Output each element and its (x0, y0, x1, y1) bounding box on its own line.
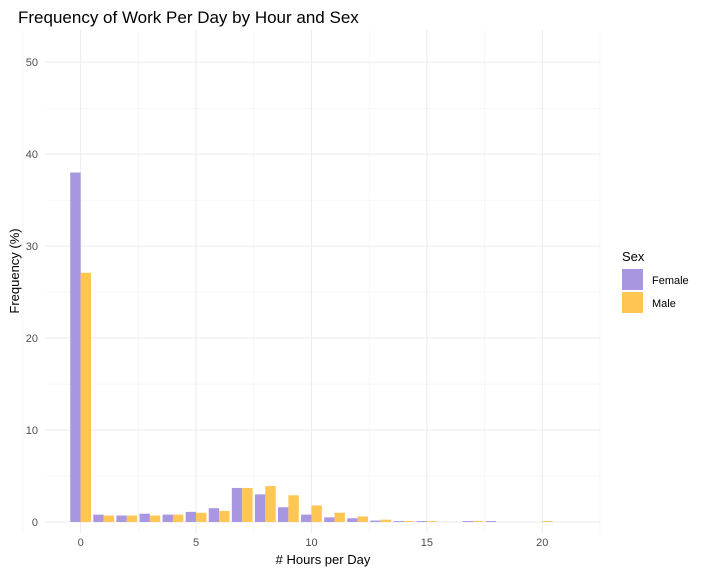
x-tick-label: 10 (305, 537, 317, 549)
bar-female-6 (208, 508, 220, 522)
bar-female-12 (347, 518, 358, 522)
y-axis-title: Frequency (%) (7, 228, 22, 313)
bar-male-15 (426, 521, 438, 522)
bar-male-4 (172, 514, 184, 522)
x-axis-title: # Hours per Day (276, 552, 371, 567)
x-tick-label: 0 (78, 537, 84, 549)
bar-female-18 (485, 521, 497, 522)
y-tick-label: 10 (26, 425, 38, 437)
x-tick-label: 20 (536, 537, 548, 549)
bar-male-13 (380, 519, 392, 522)
bar-male-12 (357, 516, 369, 522)
y-tick-label: 40 (26, 149, 38, 161)
bar-male-17 (473, 521, 484, 522)
bar-male-3 (149, 515, 161, 522)
legend-label-female: Female (652, 275, 689, 287)
bar-male-11 (334, 512, 345, 522)
bar-female-11 (324, 517, 335, 522)
x-tick-label: 5 (193, 537, 199, 549)
bar-female-2 (116, 515, 127, 522)
y-tick-label: 0 (32, 517, 38, 529)
legend-label-male: Male (652, 298, 676, 310)
bar-female-3 (139, 513, 150, 522)
bar-female-1 (93, 514, 104, 522)
bar-female-13 (370, 520, 381, 522)
bar-male-14 (403, 521, 415, 522)
legend-title: Sex (622, 249, 645, 264)
legend-key-male (622, 292, 643, 313)
legend-key-female (622, 269, 643, 290)
bar-female-10 (301, 514, 312, 522)
bar-male-6 (219, 510, 230, 522)
x-tick-label: 15 (421, 537, 433, 549)
bar-male-0 (80, 272, 92, 522)
y-tick-labels: 0 10 20 30 40 50 (26, 57, 38, 529)
chart-title: Frequency of Work Per Day by Hour and Se… (18, 8, 359, 27)
bar-female-9 (277, 507, 289, 522)
bar-male-2 (126, 515, 138, 522)
legend: Sex Female Male (622, 249, 689, 313)
bar-male-5 (196, 512, 207, 522)
bar-female-14 (393, 521, 404, 522)
bar-female-4 (162, 514, 173, 522)
y-tick-label: 30 (26, 241, 38, 253)
bar-female-15 (416, 521, 427, 522)
grid (22, 30, 601, 533)
bar-female-5 (185, 511, 197, 522)
bar-female-0 (70, 172, 81, 522)
bar-female-17 (462, 521, 474, 522)
bar-male-1 (103, 515, 115, 522)
bar-female-7 (231, 487, 243, 522)
bar-male-10 (311, 505, 322, 522)
bars (70, 172, 553, 522)
y-tick-label: 50 (26, 57, 38, 69)
bar-male-8 (265, 486, 276, 522)
bar-male-7 (242, 487, 253, 522)
bar-male-20 (542, 521, 553, 522)
x-tick-labels: 0 5 10 15 20 (78, 537, 549, 549)
y-tick-label: 20 (26, 333, 38, 345)
bar-male-9 (288, 495, 299, 522)
bar-female-8 (254, 494, 266, 522)
